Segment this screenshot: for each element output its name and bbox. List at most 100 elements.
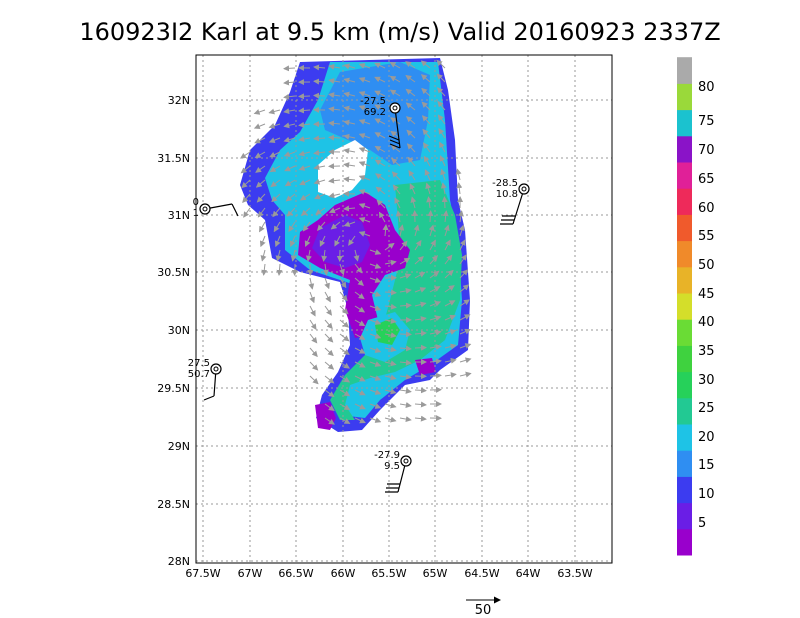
- wind-vector: [270, 179, 281, 188]
- wind-vector: [426, 196, 433, 209]
- wind-vector: [328, 134, 341, 141]
- colorbar-label: 60: [698, 201, 715, 216]
- wind-vector: [358, 91, 371, 97]
- colorbar-segment: [677, 371, 692, 399]
- wind-vector: [374, 146, 386, 153]
- wind-vector: [440, 168, 446, 181]
- wind-vector: [459, 299, 470, 307]
- station-center-icon: [521, 186, 527, 192]
- wind-vector: [436, 73, 446, 83]
- x-tick-label: 66W: [331, 567, 356, 580]
- wind-vector: [259, 235, 266, 248]
- wind-vector: [424, 169, 431, 181]
- wind-vector: [324, 347, 334, 357]
- wind-vector: [414, 330, 427, 337]
- wind-vector: [288, 221, 296, 233]
- colorbar-label: 40: [698, 315, 715, 330]
- wind-vector: [438, 128, 446, 139]
- wind-vector: [436, 87, 446, 97]
- wind-vector: [376, 199, 386, 209]
- wind-vector: [444, 239, 451, 251]
- wind-vector: [302, 221, 311, 232]
- wind-vector: [429, 255, 439, 265]
- wind-vector: [390, 117, 401, 125]
- wind-vector: [324, 291, 331, 303]
- wind-vector: [354, 375, 366, 382]
- station-center-icon: [202, 206, 208, 212]
- wind-vector: [384, 402, 397, 409]
- wind-vector: [406, 143, 416, 153]
- wind-vector: [358, 119, 371, 125]
- wind-vector: [399, 387, 412, 394]
- wind-vector: [298, 107, 311, 114]
- wind-vector: [358, 203, 371, 209]
- colorbar-segment: [677, 345, 692, 373]
- wind-vector: [324, 375, 335, 384]
- wind-vector: [253, 123, 266, 130]
- station-circle-icon: [400, 455, 412, 467]
- wind-vector: [301, 207, 311, 217]
- wind-vector: [391, 171, 401, 181]
- wind-vector: [421, 115, 431, 125]
- wind-vector: [339, 263, 345, 276]
- wind-vector: [268, 137, 281, 143]
- wind-vector: [358, 231, 371, 237]
- colorbar-segment: [677, 266, 692, 294]
- wind-vector: [399, 373, 412, 380]
- wind-vector: [240, 151, 251, 159]
- colorbar-label: 10: [698, 487, 715, 502]
- colorbar-label: 20: [698, 430, 715, 445]
- wind-vector: [272, 207, 281, 218]
- wind-vector: [299, 193, 311, 201]
- wind-vector: [358, 63, 371, 69]
- wind-vector: [399, 302, 412, 309]
- wind-vector: [437, 100, 446, 111]
- wind-vector: [253, 109, 266, 115]
- wind-vector: [343, 205, 356, 212]
- wind-vector: [343, 162, 356, 169]
- wind-vector: [369, 249, 382, 255]
- wind-vector: [444, 314, 457, 321]
- wind-vector: [389, 75, 401, 83]
- wind-vector: [354, 291, 365, 300]
- station-center-icon: [403, 458, 409, 464]
- wind-vector: [409, 183, 416, 195]
- reference-vector: 50: [466, 596, 501, 618]
- wind-barb-icon: [388, 107, 401, 149]
- wind-vector: [269, 151, 281, 158]
- colorbar-segment: [677, 240, 692, 268]
- station-temp-label: -28.5: [492, 178, 518, 189]
- wind-vector: [427, 210, 434, 223]
- wind-vector: [324, 319, 333, 330]
- station-value-label: 50.7: [188, 369, 210, 380]
- wind-vector: [369, 305, 382, 311]
- wind-vector: [444, 254, 453, 265]
- wind-vector: [414, 287, 427, 293]
- wind-vector: [268, 108, 281, 115]
- wind-vector: [309, 347, 318, 358]
- colorbar-segment: [677, 502, 692, 530]
- wind-vector: [328, 192, 341, 199]
- wind-vector: [429, 239, 436, 251]
- wind-vector: [420, 74, 431, 83]
- wind-vector: [339, 417, 351, 424]
- y-tick-label: 28N: [168, 555, 190, 568]
- wind-vector: [414, 387, 427, 394]
- wind-vector: [421, 87, 431, 97]
- wind-vector: [242, 193, 251, 204]
- wind-vector: [343, 77, 356, 84]
- wind-vector: [369, 375, 382, 381]
- wind-vector: [254, 137, 266, 144]
- wind-vector: [384, 259, 397, 266]
- wind-vector: [324, 417, 335, 425]
- wind-vector: [324, 403, 335, 411]
- wind-vector: [369, 263, 382, 269]
- wind-vector: [456, 182, 463, 195]
- station-temp-label: 0: [193, 197, 199, 208]
- colorbar-segment: [677, 450, 692, 477]
- wind-vector: [339, 291, 348, 302]
- colorbar-segment: [677, 83, 692, 111]
- wind-vector: [414, 316, 427, 322]
- wind-vector: [259, 221, 266, 233]
- wind-vector: [330, 221, 341, 230]
